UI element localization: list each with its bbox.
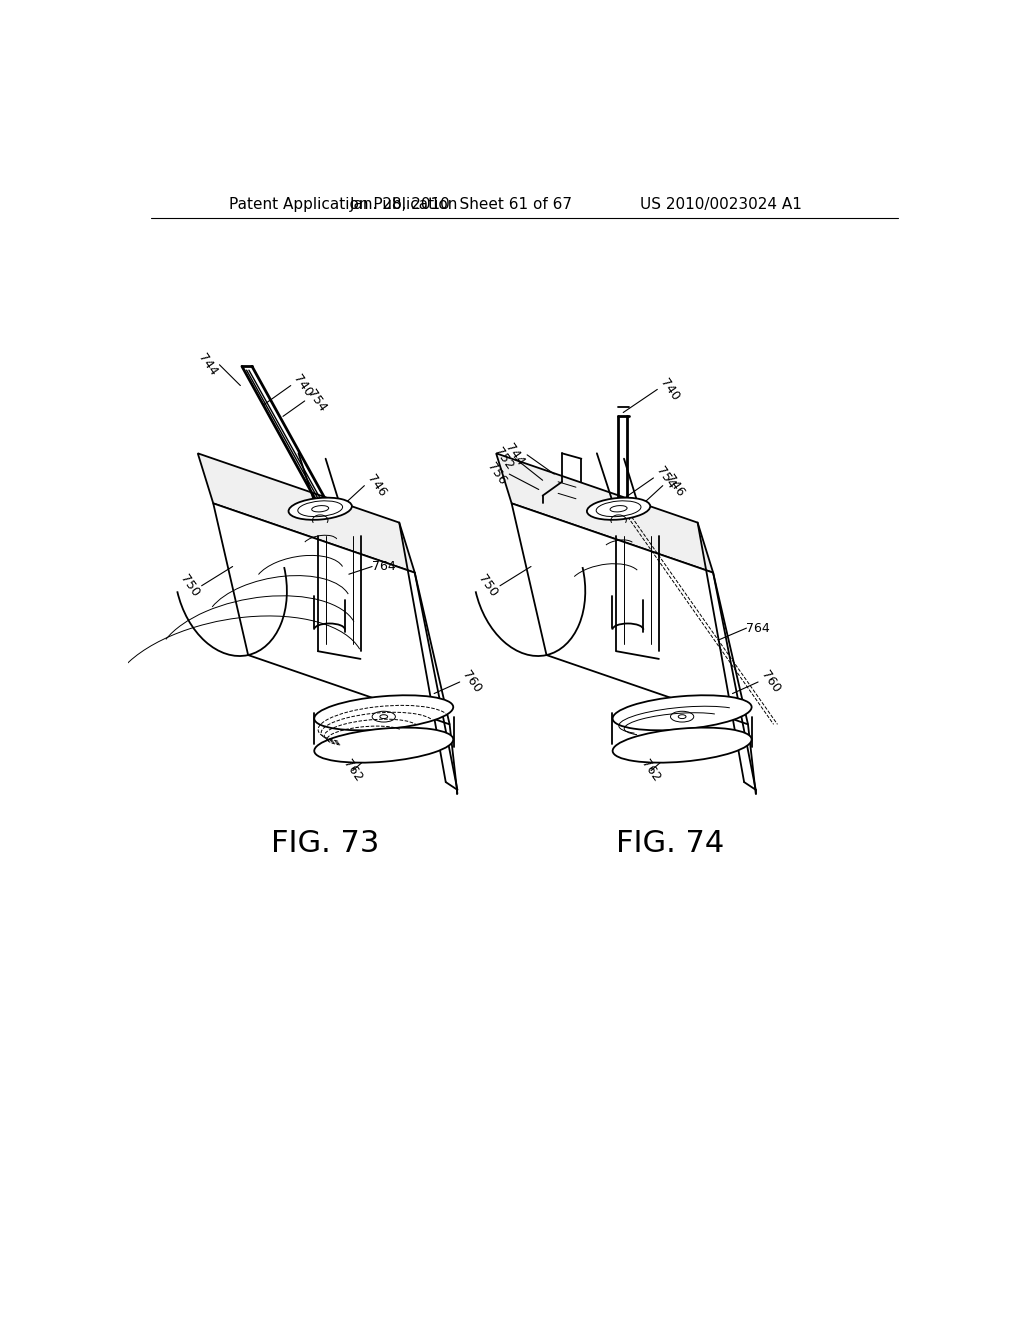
- Text: 756: 756: [485, 461, 509, 487]
- Ellipse shape: [612, 727, 752, 763]
- Text: 764: 764: [746, 622, 770, 635]
- Text: 762: 762: [639, 758, 664, 784]
- Ellipse shape: [587, 498, 650, 520]
- Text: 760: 760: [758, 668, 782, 696]
- Polygon shape: [496, 453, 713, 573]
- Ellipse shape: [612, 696, 752, 730]
- Ellipse shape: [314, 727, 454, 763]
- Text: 746: 746: [365, 473, 389, 499]
- Text: 746: 746: [663, 473, 687, 499]
- Ellipse shape: [289, 498, 352, 520]
- Text: 750: 750: [177, 572, 202, 599]
- Polygon shape: [213, 503, 450, 725]
- Text: 764: 764: [372, 560, 396, 573]
- Text: FIG. 73: FIG. 73: [271, 829, 380, 858]
- Ellipse shape: [314, 696, 454, 730]
- Text: 754: 754: [653, 465, 678, 491]
- Text: 752: 752: [492, 445, 515, 473]
- Text: Jan. 28, 2010  Sheet 61 of 67: Jan. 28, 2010 Sheet 61 of 67: [350, 197, 572, 213]
- Text: 740: 740: [657, 376, 682, 403]
- Text: 744: 744: [503, 441, 527, 469]
- Text: FIG. 74: FIG. 74: [616, 829, 725, 858]
- Text: 740: 740: [291, 372, 315, 399]
- Polygon shape: [512, 503, 748, 725]
- Text: 744: 744: [196, 351, 219, 379]
- Text: 760: 760: [460, 668, 484, 696]
- Polygon shape: [198, 453, 415, 573]
- Text: 750: 750: [475, 572, 500, 599]
- Text: 754: 754: [305, 388, 329, 414]
- Text: 762: 762: [341, 758, 365, 784]
- Text: US 2010/0023024 A1: US 2010/0023024 A1: [640, 197, 802, 213]
- Text: Patent Application Publication: Patent Application Publication: [228, 197, 457, 213]
